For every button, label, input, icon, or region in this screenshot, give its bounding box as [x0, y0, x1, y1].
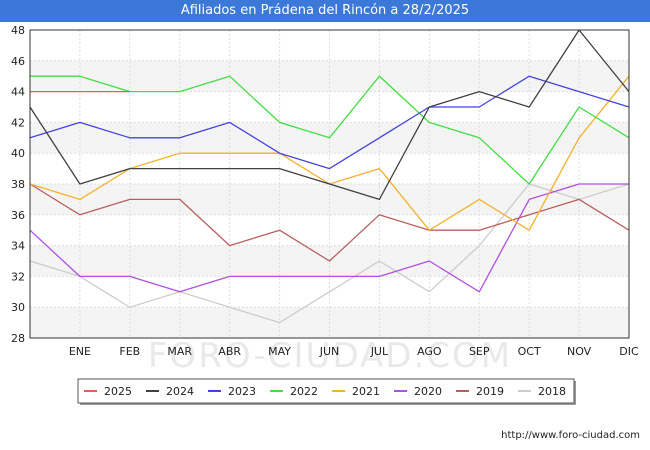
y-tick-label: 34: [11, 240, 25, 253]
y-tick-label: 42: [11, 116, 25, 129]
legend-label-2025: 2025: [104, 385, 132, 398]
y-tick-label: 32: [11, 270, 25, 283]
chart-title: Afiliados en Prádena del Rincón a 28/2/2…: [0, 0, 650, 22]
y-tick-label: 46: [11, 55, 25, 68]
legend-label-2018: 2018: [538, 385, 566, 398]
plot-frame: [29, 29, 630, 339]
legend-label-2024: 2024: [166, 385, 194, 398]
x-tick-label: MAY: [268, 345, 291, 358]
y-tick-label: 48: [11, 24, 25, 37]
x-tick-label: ABR: [218, 345, 241, 358]
x-tick-label: MAR: [167, 345, 192, 358]
x-tick-label: JUN: [319, 345, 340, 358]
x-tick-label: SEP: [469, 345, 490, 358]
y-tick-label: 44: [11, 86, 25, 99]
legend-label-2023: 2023: [228, 385, 256, 398]
series-line-2019: [29, 183, 630, 262]
x-tick-label: DIC: [619, 345, 639, 358]
x-tick-label: ENE: [69, 345, 91, 358]
x-axis-ticks: ENE FEB MAR ABR MAY JUN JUL AGO SEP OCT NOV DIC: [69, 345, 639, 358]
x-tick-label: OCT: [518, 345, 541, 358]
legend-box: [77, 378, 575, 404]
y-tick-label: 28: [11, 332, 25, 345]
line-chart: FORO-CIUDAD.COM 28 30 32 34 36 38 40 42 44 46 48 E…: [11, 24, 639, 405]
x-tick-label: JUL: [370, 345, 389, 358]
source-url: http://www.foro-ciudad.com: [501, 430, 640, 441]
series-line-2023: [29, 75, 630, 170]
y-tick-label: 36: [11, 209, 25, 222]
watermark: FORO-CIUDAD.COM: [148, 336, 512, 376]
x-tick-label: AGO: [417, 345, 442, 358]
series-line-2024: [29, 29, 630, 201]
y-tick-label: 38: [11, 178, 25, 191]
legend-label-2020: 2020: [414, 385, 442, 398]
legend-label-2019: 2019: [476, 385, 504, 398]
y-tick-label: 30: [11, 301, 25, 314]
series-line-2020: [29, 183, 629, 293]
legend-label-2021: 2021: [352, 385, 380, 398]
y-axis-ticks: 28 30 32 34 36 38 40 42 44 46 48: [11, 24, 25, 345]
legend: 2025 2024 2023 2022 2021 2020 2019 2018: [77, 378, 576, 405]
legend-label-2022: 2022: [290, 385, 318, 398]
x-tick-label: FEB: [119, 345, 140, 358]
y-tick-label: 40: [11, 147, 25, 160]
x-tick-label: NOV: [567, 345, 592, 358]
series-lines: [29, 29, 630, 324]
